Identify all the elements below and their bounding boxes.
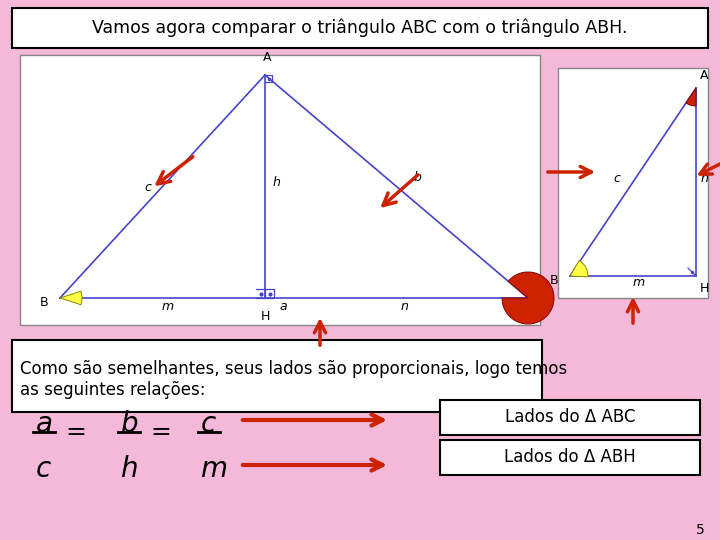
Text: $b$: $b$ (120, 410, 138, 438)
Text: Como são semelhantes, seus lados são proporcionais, logo temos
as seguintes rela: Como são semelhantes, seus lados são pro… (20, 360, 567, 399)
Wedge shape (570, 260, 588, 277)
Text: c: c (613, 172, 620, 185)
Bar (20, 55, 540, 325)
Text: $m$: $m$ (200, 455, 227, 483)
Text: B: B (549, 273, 558, 287)
Text: b: b (414, 171, 422, 184)
Bar (440, 400, 700, 435)
Wedge shape (502, 272, 554, 324)
Text: C: C (536, 295, 545, 308)
Text: A: A (700, 69, 708, 82)
Text: H: H (261, 310, 270, 323)
Bar (12, 8, 708, 48)
Text: h: h (273, 176, 281, 189)
Text: Lados do Δ ABC: Lados do Δ ABC (505, 408, 635, 427)
Text: H: H (700, 282, 709, 295)
Text: a: a (279, 300, 287, 313)
Text: n: n (401, 300, 409, 313)
Text: m: m (162, 300, 174, 313)
Text: c: c (144, 181, 151, 194)
Wedge shape (686, 88, 696, 106)
Text: Vamos agora comparar o triângulo ABC com o triângulo ABH.: Vamos agora comparar o triângulo ABC com… (92, 19, 628, 37)
Text: B: B (40, 295, 48, 308)
Text: A: A (263, 51, 271, 64)
Bar (12, 340, 542, 412)
Wedge shape (60, 291, 82, 305)
Text: m: m (633, 276, 645, 289)
Text: =: = (150, 420, 171, 444)
Text: Lados do Δ ABH: Lados do Δ ABH (504, 449, 636, 467)
Text: $c$: $c$ (35, 455, 52, 483)
Text: $h$: $h$ (120, 455, 138, 483)
Text: $a$: $a$ (35, 410, 52, 438)
Text: =: = (65, 420, 86, 444)
Bar (440, 440, 700, 475)
Text: 5: 5 (696, 523, 704, 537)
Bar (558, 68, 708, 298)
Text: $c$: $c$ (200, 410, 217, 438)
Text: h: h (701, 172, 709, 185)
